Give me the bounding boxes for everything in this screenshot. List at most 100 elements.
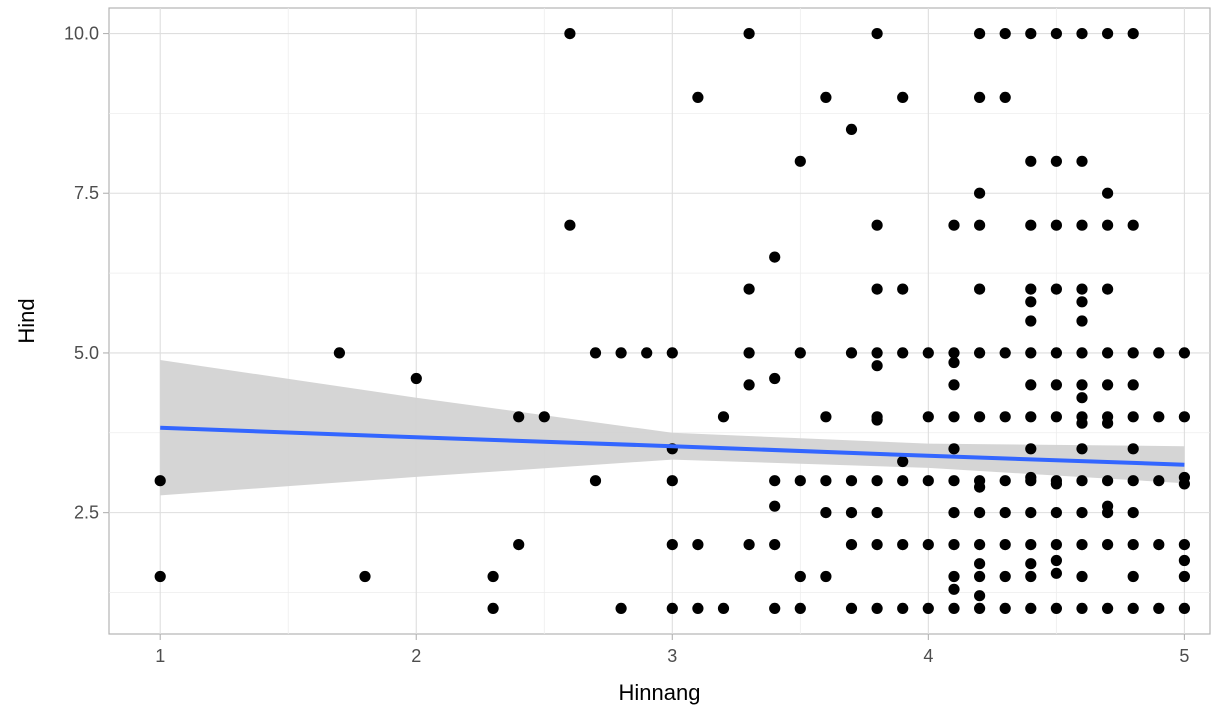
data-point (897, 602, 909, 615)
data-point (974, 539, 986, 551)
data-point (897, 539, 909, 551)
data-point (948, 539, 960, 551)
data-point (1025, 475, 1037, 487)
confidence-band-layer (160, 360, 1185, 496)
data-point (487, 570, 499, 583)
data-point (1178, 602, 1190, 615)
data-point (589, 347, 602, 359)
data-point (1025, 411, 1037, 423)
data-point (948, 411, 960, 423)
data-point (1127, 443, 1139, 455)
data-point (1025, 443, 1037, 455)
trend-line-layer (160, 425, 1185, 467)
data-point (769, 602, 781, 615)
data-point (871, 360, 883, 372)
data-point (897, 347, 909, 359)
data-point (845, 506, 858, 519)
data-point (999, 475, 1011, 487)
data-point (820, 91, 832, 103)
data-point (1076, 27, 1088, 40)
data-point (948, 347, 960, 359)
data-point (1025, 296, 1037, 308)
data-point (948, 379, 960, 391)
data-point (717, 602, 730, 615)
data-point (974, 27, 986, 40)
data-point (922, 347, 934, 359)
data-point (871, 414, 883, 426)
data-point (1076, 379, 1088, 391)
data-point (1050, 506, 1062, 519)
data-point (871, 539, 883, 551)
data-point (1178, 554, 1190, 567)
data-point (666, 539, 678, 551)
data-point (1050, 219, 1062, 231)
data-point (1102, 283, 1114, 295)
data-point (1050, 478, 1062, 490)
data-point (897, 283, 909, 295)
data-point (1127, 379, 1139, 391)
data-point (1153, 475, 1165, 487)
data-point (1050, 539, 1062, 551)
data-point (974, 411, 986, 423)
data-point (1102, 475, 1114, 487)
data-point (794, 475, 806, 487)
data-point (743, 283, 755, 295)
data-point (1076, 475, 1088, 487)
data-point (948, 583, 960, 595)
data-point (513, 411, 525, 423)
data-point (1050, 283, 1062, 295)
data-point (1076, 283, 1088, 295)
data-point (974, 481, 986, 493)
data-point (974, 570, 986, 583)
data-point (743, 379, 755, 391)
x-tick-label: 4 (923, 646, 933, 666)
data-point (1178, 570, 1190, 583)
data-point (743, 27, 755, 40)
data-point (1178, 347, 1190, 359)
data-point (897, 455, 909, 468)
plot-panel (108, 7, 1211, 635)
data-point (1178, 478, 1190, 490)
data-point (769, 251, 781, 263)
data-point (1076, 296, 1088, 308)
data-point (666, 347, 678, 359)
data-point (1153, 602, 1165, 615)
data-point (845, 539, 858, 551)
data-point (666, 602, 678, 615)
data-point (769, 475, 781, 487)
data-point (1025, 506, 1037, 519)
data-point (564, 27, 576, 40)
data-point (897, 91, 909, 103)
data-point (897, 475, 909, 487)
data-point (974, 347, 986, 359)
data-point (1025, 558, 1037, 570)
data-point (1076, 602, 1088, 615)
data-point (974, 91, 986, 103)
data-point (871, 283, 883, 295)
data-point (974, 283, 986, 295)
data-point (1127, 347, 1139, 359)
y-axis-title: Hind (14, 298, 39, 343)
data-point (1178, 539, 1190, 551)
data-point (922, 411, 934, 423)
data-point (615, 347, 627, 359)
data-point (820, 506, 832, 519)
y-axis-ticks: 2.5 5.0 7.5 10.0 (64, 24, 109, 523)
data-point (1102, 187, 1114, 199)
data-point (1153, 539, 1165, 551)
data-point (999, 539, 1011, 551)
data-point (1102, 347, 1114, 359)
data-point (1102, 506, 1114, 519)
data-point (692, 539, 704, 551)
data-point (948, 506, 960, 519)
y-tick-label: 2.5 (74, 503, 99, 523)
data-point (845, 475, 858, 487)
x-tick-label: 1 (155, 646, 165, 666)
data-point (564, 219, 576, 231)
data-point (1025, 283, 1037, 295)
data-point (1050, 379, 1062, 391)
data-point (948, 475, 960, 487)
data-point (666, 475, 678, 487)
